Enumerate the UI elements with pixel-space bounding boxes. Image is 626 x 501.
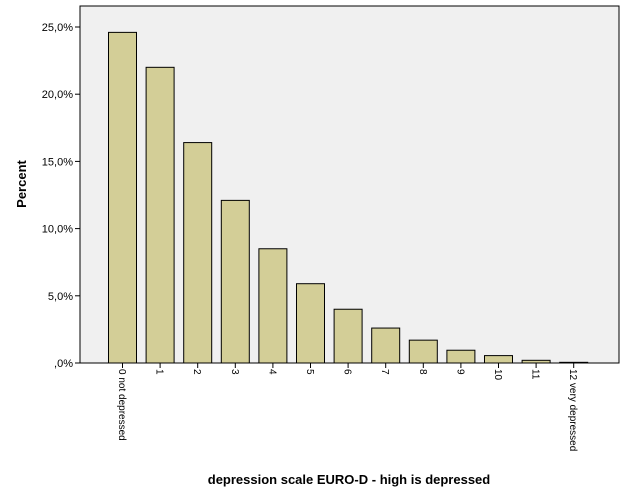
y-tick-label: 5,0% <box>48 291 73 303</box>
y-axis: ,0% 5,0% 10,0% 15,0% 20,0% 25,0% <box>42 22 80 370</box>
bar <box>333 308 363 364</box>
bar <box>145 66 175 364</box>
x-tick-label: 8 <box>417 369 428 375</box>
x-tick-label: 2 <box>191 369 202 375</box>
x-tick-label: 12 very depressed <box>567 369 578 451</box>
y-tick-label: 20,0% <box>42 89 73 101</box>
x-axis-label: depression scale EURO-D - high is depres… <box>208 472 491 487</box>
bar <box>446 349 476 364</box>
y-tick-label: 15,0% <box>42 156 73 168</box>
y-tick-label: 10,0% <box>42 224 73 236</box>
x-tick-label: 9 <box>454 369 465 375</box>
bar <box>484 355 513 364</box>
x-axis: 0 not depressed 1 2 3 4 5 6 7 8 9 10 11 12 very depr… <box>116 363 578 451</box>
bar <box>521 359 551 364</box>
bar <box>408 339 438 364</box>
y-tick-label: 25,0% <box>42 22 73 34</box>
bars-group <box>108 31 589 364</box>
y-tick-label: ,0% <box>54 358 73 370</box>
bar <box>296 283 325 364</box>
bar <box>220 199 250 364</box>
x-tick-label: 1 <box>154 369 165 375</box>
x-tick-label: 4 <box>266 369 277 375</box>
x-tick-label: 7 <box>379 369 390 375</box>
y-axis-label: Percent <box>14 159 29 207</box>
x-tick-label: 10 <box>492 369 503 381</box>
x-tick-label: 6 <box>342 369 353 375</box>
x-tick-label: 0 not depressed <box>116 369 127 441</box>
bar <box>559 361 589 364</box>
bar <box>183 142 213 364</box>
bar <box>371 327 401 364</box>
x-tick-label: 11 <box>530 369 541 380</box>
x-tick-label: 3 <box>229 369 240 375</box>
x-tick-label: 5 <box>304 369 315 375</box>
bar <box>108 31 137 364</box>
bar <box>258 248 288 364</box>
